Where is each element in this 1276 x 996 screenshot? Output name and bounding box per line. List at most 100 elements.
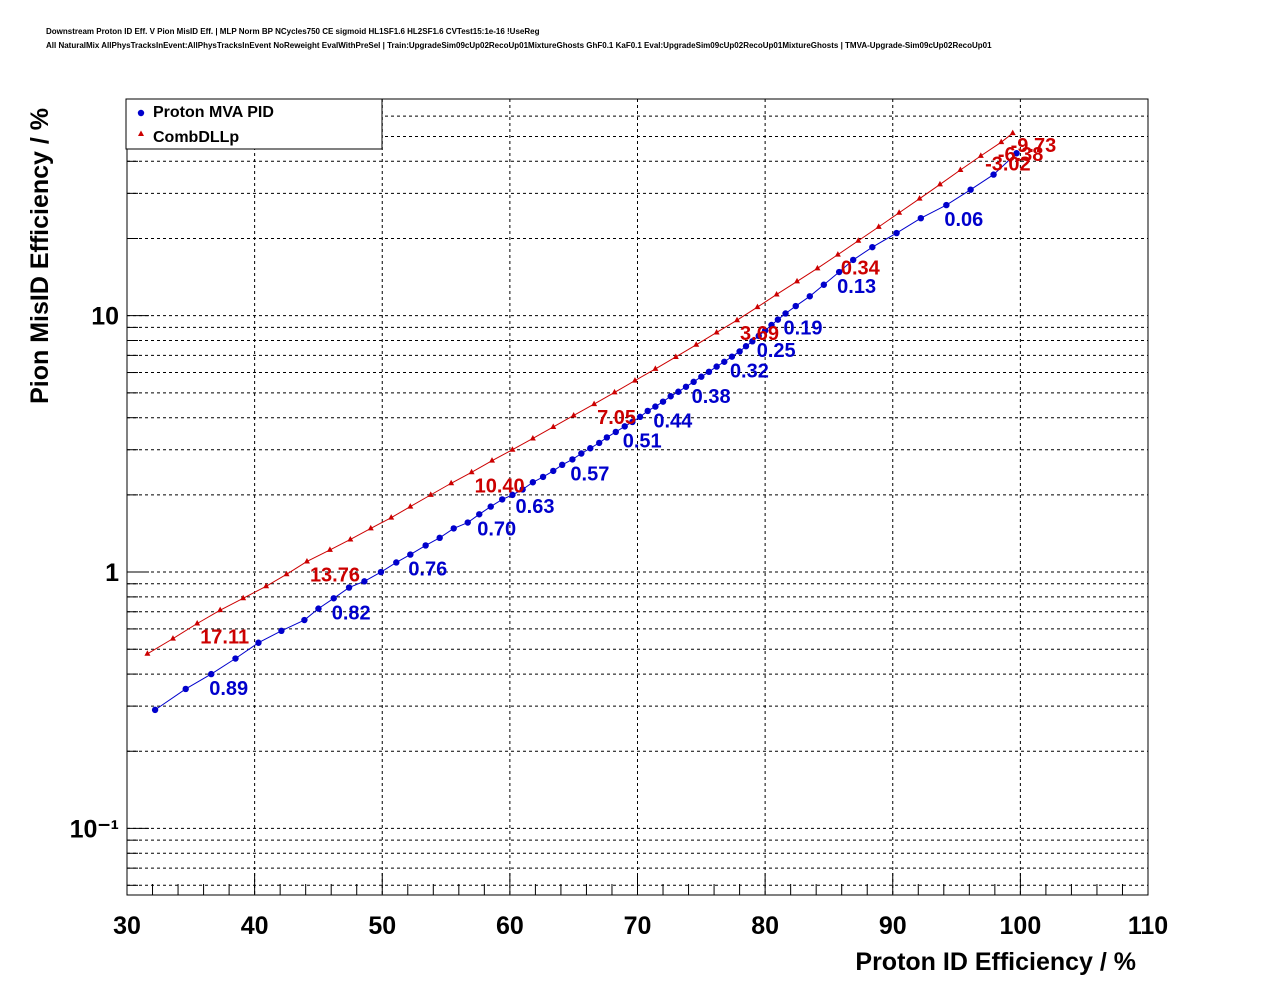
mva-point xyxy=(675,388,682,395)
dll-cut-label: 10.40 xyxy=(475,475,525,497)
dll-point xyxy=(998,138,1005,145)
dll-cut-label: 7.05 xyxy=(597,407,636,429)
dll-point xyxy=(591,400,598,407)
mva-point xyxy=(667,393,674,400)
mva-cut-label: 0.89 xyxy=(209,678,248,700)
dll-point xyxy=(283,570,290,577)
dll-point xyxy=(570,411,577,418)
chart-title-line-1: Downstream Proton ID Eff. V Pion MisID E… xyxy=(46,27,540,36)
mva-point xyxy=(792,302,799,310)
dll-point xyxy=(855,237,862,243)
dll-point xyxy=(713,328,720,335)
dll-point xyxy=(773,290,780,297)
mva-point xyxy=(377,568,385,576)
dll-point xyxy=(611,388,618,395)
dll-point xyxy=(194,619,201,626)
dll-point xyxy=(734,316,741,323)
dll-cut-label: -6.38 xyxy=(998,144,1044,166)
dll-point xyxy=(977,152,984,158)
dll-point xyxy=(388,514,395,520)
x-tick-label: 100 xyxy=(1000,912,1042,940)
mva-point xyxy=(659,398,667,405)
dll-point xyxy=(834,251,841,257)
legend-marker-mva xyxy=(137,109,145,117)
dll-cut-label: 3.69 xyxy=(740,323,779,345)
mva-point xyxy=(636,413,644,421)
series-line-dll xyxy=(147,132,1014,655)
dll-point xyxy=(367,524,374,531)
mva-point xyxy=(652,403,659,410)
dll-point xyxy=(240,594,247,601)
mva-point xyxy=(569,456,576,463)
mva-point xyxy=(450,525,457,532)
mva-point xyxy=(278,627,285,635)
dll-point xyxy=(875,223,882,229)
mva-point xyxy=(550,467,557,475)
mva-point xyxy=(621,423,628,430)
mva-point xyxy=(742,343,750,350)
dll-point xyxy=(550,423,557,429)
mva-point xyxy=(436,534,443,542)
mva-point xyxy=(629,418,636,426)
mva-point xyxy=(464,519,471,526)
mva-cut-label: 0.44 xyxy=(653,411,693,433)
mva-point xyxy=(393,559,400,566)
legend-label-dll: CombDLLp xyxy=(153,129,239,146)
dll-point xyxy=(916,195,923,201)
dll-cut-label: -9.73 xyxy=(1011,135,1057,157)
mva-point xyxy=(603,434,611,441)
dll-point xyxy=(936,180,943,187)
mva-point xyxy=(713,363,720,370)
mva-point xyxy=(578,450,585,457)
dll-point xyxy=(489,457,496,463)
dll-point xyxy=(957,166,964,172)
mva-point xyxy=(698,373,705,380)
dll-point xyxy=(794,277,801,284)
mva-point xyxy=(559,461,566,469)
mva-point xyxy=(768,321,775,329)
dll-point xyxy=(672,353,679,359)
cut-labels: 0.89 0.82 0.76 0.700.63 0.57 0.510.44 0.38 0.32… xyxy=(200,135,1056,700)
mva-point xyxy=(820,281,828,288)
mva-point xyxy=(1013,150,1020,157)
mva-point xyxy=(255,639,262,646)
dll-point xyxy=(896,209,903,215)
mva-point xyxy=(182,685,189,693)
mva-cut-label: 0.32 xyxy=(730,361,769,383)
mva-point xyxy=(315,605,322,612)
x-tick-label: 90 xyxy=(879,912,907,940)
mva-cut-label: 0.38 xyxy=(692,386,731,408)
mva-point xyxy=(736,348,743,355)
series-layer xyxy=(144,129,1020,714)
dll-point xyxy=(326,546,333,552)
dll-point xyxy=(427,491,434,497)
dll-point xyxy=(468,468,475,475)
mva-point xyxy=(208,670,215,678)
dll-point xyxy=(263,582,270,589)
dll-point xyxy=(407,503,414,509)
dll-point xyxy=(529,434,536,441)
mva-cut-label: 0.13 xyxy=(837,276,876,298)
dll-point xyxy=(169,635,176,641)
mva-cut-label: 0.19 xyxy=(784,317,823,339)
mva-point xyxy=(682,383,690,390)
mva-point xyxy=(361,578,368,585)
mva-point xyxy=(407,551,414,558)
mva-cut-label: 0.25 xyxy=(757,340,796,362)
chart-title-line-2: All NaturalMix AllPhysTracksInEvent:AllP… xyxy=(46,41,992,50)
series-line-mva xyxy=(154,152,1017,711)
x-tick-label: 40 xyxy=(241,912,269,940)
mva-point xyxy=(917,214,925,222)
dll-point xyxy=(347,535,354,542)
y-tick-label: 1 xyxy=(105,559,119,587)
mva-point xyxy=(644,407,651,415)
grid-lines xyxy=(127,98,1148,895)
y-tick-label: 10⁻¹ xyxy=(70,815,119,843)
dll-cut-label: 17.11 xyxy=(200,626,249,648)
dll-point xyxy=(448,479,455,486)
dll-point xyxy=(631,377,638,383)
mva-point xyxy=(539,473,547,481)
mva-point xyxy=(849,256,857,264)
mva-point xyxy=(782,310,789,317)
